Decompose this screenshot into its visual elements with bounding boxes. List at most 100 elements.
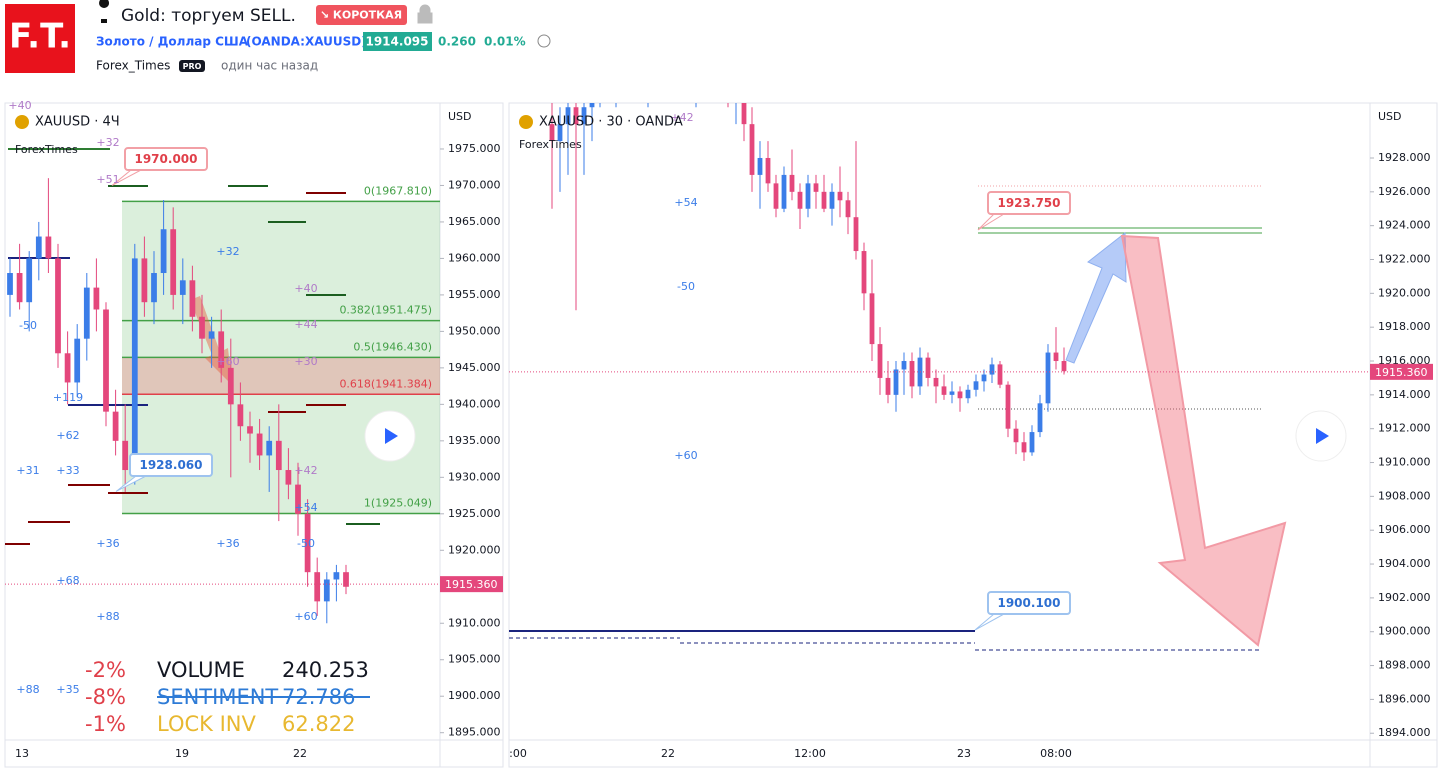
candle-body bbox=[93, 287, 100, 310]
y-tick-label: 1928.000 bbox=[1378, 151, 1431, 164]
candle-body bbox=[678, 40, 683, 57]
short-badge[interactable] bbox=[316, 5, 407, 25]
candle-body bbox=[266, 440, 273, 456]
candle-body bbox=[189, 280, 196, 317]
buy-arrow bbox=[1065, 231, 1127, 364]
y-tick-label: 1950.000 bbox=[448, 324, 501, 337]
candle-body bbox=[741, 103, 747, 125]
candle-body bbox=[749, 124, 755, 175]
annotation: +88 bbox=[96, 610, 119, 623]
candle-body bbox=[199, 316, 205, 339]
stat-name: VOLUME bbox=[157, 658, 245, 682]
annotation: +54 bbox=[674, 196, 697, 209]
candle-body bbox=[141, 258, 148, 303]
change-pct: 0.01% bbox=[484, 35, 526, 49]
candle-body bbox=[925, 357, 931, 378]
price-badge bbox=[363, 32, 432, 51]
callout-label: 1900.100 bbox=[997, 596, 1060, 610]
y-tick-label: 1900.000 bbox=[448, 689, 501, 702]
candle-body bbox=[702, 40, 707, 57]
candle-body bbox=[218, 331, 225, 368]
fib-sell-zone bbox=[122, 357, 440, 395]
y-tick-label: 1945.000 bbox=[448, 361, 501, 374]
candle-body bbox=[598, 56, 603, 73]
annotation: +30 bbox=[294, 355, 317, 368]
y-tick-label: 1895.000 bbox=[448, 726, 501, 739]
y-tick-label: 1900.000 bbox=[1378, 625, 1431, 638]
candle-body bbox=[565, 107, 571, 125]
candle-body bbox=[323, 579, 330, 602]
candle-body bbox=[112, 411, 119, 441]
candle-body bbox=[773, 183, 779, 209]
candle-body bbox=[821, 191, 827, 209]
y-tick-label: 1912.000 bbox=[1378, 422, 1431, 435]
annotation: -50 bbox=[19, 319, 37, 332]
x-tick-label: 22 bbox=[661, 747, 675, 760]
callout-pointer bbox=[974, 613, 1005, 631]
annotation: +42 bbox=[294, 464, 317, 477]
y-tick-label: 1910.000 bbox=[448, 616, 501, 629]
stat-value: 240.253 bbox=[282, 658, 369, 682]
bulb-icon bbox=[99, 0, 110, 23]
currency-label: USD bbox=[1378, 110, 1402, 123]
fib-label: 0.618(1941.384) bbox=[339, 377, 432, 390]
annotation: +32 bbox=[216, 245, 239, 258]
candle-body bbox=[686, 56, 691, 73]
annotation: +68 bbox=[56, 574, 79, 587]
y-tick-label: 1916.000 bbox=[1378, 354, 1431, 367]
logo[interactable] bbox=[5, 4, 75, 73]
y-tick-label: 1935.000 bbox=[448, 434, 501, 447]
candle-body bbox=[861, 251, 867, 294]
x-tick-label: 23 bbox=[957, 747, 971, 760]
x-tick-label: :00 bbox=[509, 747, 527, 760]
annotation: +62 bbox=[56, 429, 79, 442]
candle-body bbox=[343, 572, 349, 587]
candle-body bbox=[247, 426, 253, 434]
candle-body bbox=[1037, 403, 1043, 433]
last-price-label: 1915.360 bbox=[1375, 366, 1428, 379]
candle-body bbox=[1005, 384, 1011, 429]
candle-body bbox=[285, 470, 292, 485]
annotation: +40 bbox=[8, 99, 31, 112]
candle-body bbox=[1013, 428, 1019, 443]
callout-label: 1970.000 bbox=[134, 152, 197, 166]
candle-body bbox=[55, 258, 61, 354]
y-tick-label: 1905.000 bbox=[448, 653, 501, 666]
candle-body bbox=[1053, 352, 1059, 362]
candle-body bbox=[909, 361, 915, 387]
fib-label: 0(1967.810) bbox=[364, 184, 432, 197]
candle-body bbox=[933, 377, 939, 387]
symbol-icon bbox=[519, 115, 533, 129]
currency-label: USD bbox=[448, 110, 472, 123]
y-tick-label: 1908.000 bbox=[1378, 489, 1431, 502]
candle-body bbox=[829, 191, 835, 209]
callout-pointer bbox=[977, 213, 1005, 231]
watermark: ForexTimes bbox=[15, 143, 78, 156]
annotation: +60 bbox=[216, 355, 239, 368]
candle-body bbox=[949, 391, 955, 395]
candle-body bbox=[869, 293, 875, 345]
y-tick-label: 1910.000 bbox=[1378, 456, 1431, 469]
play-icon bbox=[385, 428, 398, 444]
annotation: +42 bbox=[670, 111, 693, 124]
x-tick-label: 08:00 bbox=[1040, 747, 1072, 760]
candle-body bbox=[757, 157, 763, 175]
x-tick-label: 12:00 bbox=[794, 747, 826, 760]
y-tick-label: 1920.000 bbox=[448, 543, 501, 556]
candle-body bbox=[45, 236, 52, 259]
annotation: -50 bbox=[297, 537, 315, 550]
alert-icon[interactable] bbox=[537, 34, 551, 48]
last-price-label: 1915.360 bbox=[445, 578, 498, 591]
symbol-name[interactable]: Золото / Доллар США bbox=[96, 35, 249, 49]
candle-body bbox=[581, 107, 587, 125]
stat-change: -8% bbox=[85, 685, 126, 709]
candle-body bbox=[1045, 352, 1051, 404]
candle-body bbox=[557, 124, 563, 142]
candle-body bbox=[589, 103, 595, 108]
y-tick-label: 1924.000 bbox=[1378, 219, 1431, 232]
author[interactable]: Forex_Times bbox=[96, 59, 170, 73]
symbol-ticker[interactable]: (OANDA:XAUUSD) bbox=[246, 35, 367, 49]
candle-body bbox=[614, 56, 619, 73]
candle-body bbox=[670, 23, 675, 40]
